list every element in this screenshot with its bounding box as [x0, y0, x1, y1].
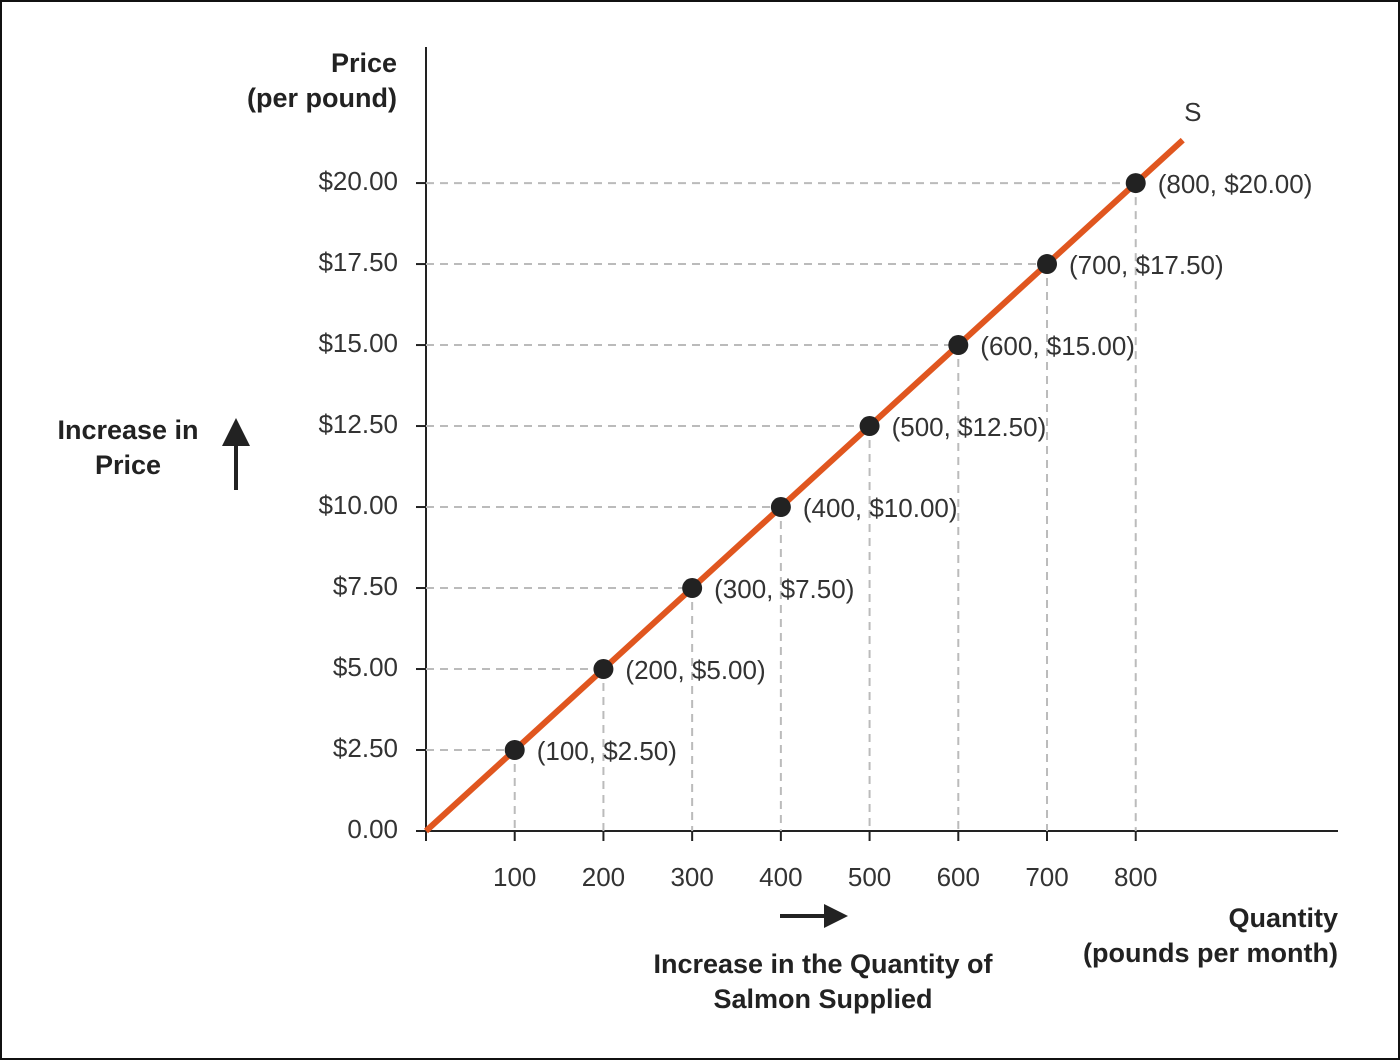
point: [859, 416, 880, 437]
annotation: Price: [95, 450, 161, 480]
x-tick-label: 200: [582, 862, 625, 892]
annotation: Salmon Supplied: [713, 984, 932, 1014]
annotation: Increase in the Quantity of: [653, 949, 993, 979]
line-label: S: [1184, 97, 1201, 127]
point: [682, 578, 703, 599]
right-arrow: [780, 904, 848, 928]
annotation: Increase in: [57, 415, 198, 445]
point-label: (200, $5.00): [625, 655, 765, 685]
x-tick-label: 800: [1114, 862, 1157, 892]
point: [948, 335, 969, 356]
up-arrow: [222, 418, 250, 490]
y-tick-label: $2.50: [333, 733, 398, 763]
y-tick-label: $10.00: [318, 490, 398, 520]
point: [770, 497, 791, 518]
y-tick-label: $7.50: [333, 571, 398, 601]
x-tick-label: 500: [848, 862, 891, 892]
y-tick-label: $17.50: [318, 247, 398, 277]
y-tick-label: $20.00: [318, 166, 398, 196]
x-tick-label: 600: [937, 862, 980, 892]
y-tick-label: $12.50: [318, 409, 398, 439]
x-tick-label: 100: [493, 862, 536, 892]
x-axis-title: Quantity: [1228, 903, 1338, 933]
x-axis-title: (pounds per month): [1083, 938, 1338, 968]
point: [504, 740, 525, 761]
x-tick-label: 300: [670, 862, 713, 892]
point-label: (700, $17.50): [1069, 250, 1224, 280]
point-label: (100, $2.50): [537, 736, 677, 766]
point-label: (600, $15.00): [980, 331, 1135, 361]
x-tick-label: 400: [759, 862, 802, 892]
point-label: (500, $12.50): [892, 412, 1047, 442]
y-tick-label: $15.00: [318, 328, 398, 358]
y-axis-title: Price: [331, 48, 397, 78]
x-tick-label: 700: [1025, 862, 1068, 892]
point-label: (300, $7.50): [714, 574, 854, 604]
y-tick-label: 0.00: [347, 814, 398, 844]
y-axis-title: (per pound): [247, 83, 397, 113]
point-label: (800, $20.00): [1158, 169, 1313, 199]
point-label: (400, $10.00): [803, 493, 958, 523]
point: [1037, 254, 1058, 275]
y-tick-label: $5.00: [333, 652, 398, 682]
point: [593, 659, 614, 680]
supply-line: [423, 137, 1185, 834]
point: [1125, 173, 1146, 194]
